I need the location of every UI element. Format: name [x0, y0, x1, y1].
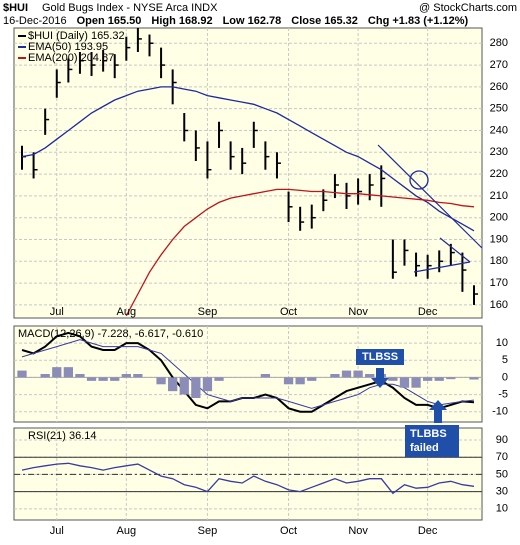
hist-bar: [191, 377, 201, 398]
hist-bar: [446, 377, 456, 380]
y-tick-label: 90: [496, 434, 508, 446]
line: [21, 462, 475, 495]
y-tick-label: 10: [496, 337, 508, 349]
annotation: TLBBS: [410, 428, 447, 440]
trendline: [413, 261, 471, 273]
info-item: Close 165.32: [291, 15, 358, 27]
hist-bar: [283, 377, 294, 385]
x-tick-label: Dec: [418, 306, 438, 318]
x-tick-label: Aug: [117, 306, 137, 318]
subtitle: Gold Bugs Index - NYSE Arca INDX: [42, 2, 218, 14]
y-tick-label: 280: [490, 37, 508, 49]
hist-bar: [110, 377, 120, 381]
hist-bar: [133, 374, 143, 378]
y-tick-label: 270: [490, 59, 508, 71]
hist-bar: [434, 377, 444, 381]
y-tick-label: 210: [490, 190, 508, 202]
hist-bar: [295, 377, 305, 385]
hist-bar: [17, 370, 27, 378]
y-tick-label: -10: [492, 406, 508, 418]
highlight-circle: [409, 170, 429, 190]
y-tick-label: 220: [490, 168, 508, 180]
y-tick-label: 30: [496, 486, 508, 498]
hist-bar: [121, 374, 131, 378]
hist-bar: [353, 370, 363, 378]
y-tick-label: 160: [490, 299, 508, 311]
y-tick-label: 240: [490, 124, 508, 136]
hist-bar: [388, 377, 398, 381]
panel: [13, 325, 483, 423]
arrow: [429, 400, 447, 423]
x-tick-label: Oct: [280, 306, 297, 318]
hist-bar: [411, 377, 421, 388]
hist-bar: [202, 377, 213, 392]
y-tick-label: 10: [496, 503, 508, 515]
hist-bar: [98, 377, 108, 381]
arrow: [371, 368, 389, 388]
y-tick-label: 200: [490, 212, 508, 224]
hist-bar: [341, 370, 352, 378]
line: [21, 339, 475, 409]
y-tick-label: 70: [496, 451, 508, 463]
hist-bar: [179, 377, 189, 395]
trendline: [377, 144, 483, 249]
y-tick-label: -5: [498, 388, 508, 400]
hist-bar: [63, 367, 73, 378]
hist-bar: [365, 374, 375, 378]
hist-bar: [168, 377, 178, 392]
hist-bar: [86, 377, 97, 381]
line: [21, 86, 475, 232]
legend-label: $HUI (Daily) 165.32: [28, 30, 125, 42]
hist-bar: [469, 377, 479, 380]
x-tick-label: Nov: [348, 525, 368, 537]
title: $HUI: [3, 2, 28, 14]
annotation: TLBSS: [362, 351, 398, 363]
panel: [13, 27, 483, 319]
trendline: [439, 237, 471, 263]
hist-bar: [75, 374, 85, 378]
info-item: Open 165.50: [77, 15, 142, 27]
annotation-box: [405, 425, 459, 457]
x-tick-label: Sep: [198, 306, 218, 318]
hist-bar: [156, 377, 166, 385]
hist-bar: [307, 377, 317, 381]
x-tick-label: Jul: [50, 306, 64, 318]
annotation-box: [356, 349, 404, 365]
y-tick-label: 170: [490, 277, 508, 289]
hist-bar: [330, 374, 340, 378]
legend-label: EMA(200) 204.87: [28, 52, 114, 64]
y-tick-label: 0: [502, 371, 508, 383]
info-item: Low 162.78: [223, 15, 282, 27]
x-tick-label: Dec: [418, 525, 438, 537]
hist-bar: [399, 377, 410, 388]
line: [125, 188, 475, 317]
legend-label: RSI(21) 36.14: [28, 430, 96, 442]
hist-bar: [52, 367, 62, 378]
y-tick-label: 250: [490, 103, 508, 115]
y-tick-label: 190: [490, 233, 508, 245]
y-tick-label: 5: [502, 354, 508, 366]
annotation: failed: [410, 442, 439, 454]
x-tick-label: Aug: [117, 525, 137, 537]
hist-bar: [40, 374, 50, 378]
info-item: High 168.92: [151, 15, 212, 27]
y-tick-label: 260: [490, 81, 508, 93]
hist-bar: [214, 377, 224, 381]
info-item: 16-Dec-2016: [3, 15, 67, 27]
legend-label: MACD(12,26,9) -7.228, -6.617, -0.610: [18, 328, 203, 340]
y-tick-label: 180: [490, 255, 508, 267]
info-item: Chg +1.83 (+1.12%): [368, 15, 469, 27]
hist-bar: [423, 377, 433, 381]
source: @ StockCharts.com: [419, 2, 517, 14]
y-tick-label: 50: [496, 468, 508, 480]
hist-bar: [260, 374, 271, 378]
legend-label: EMA(50) 193.95: [28, 41, 108, 53]
x-tick-label: Oct: [280, 525, 297, 537]
y-tick-label: 230: [490, 146, 508, 158]
x-tick-label: Nov: [348, 306, 368, 318]
x-tick-label: Sep: [198, 525, 218, 537]
x-tick-label: Jul: [50, 525, 64, 537]
